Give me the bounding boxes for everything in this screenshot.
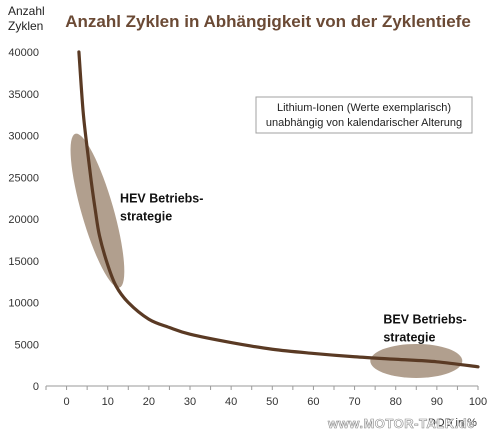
x-tick-label: 0 xyxy=(64,396,70,408)
annotation-1-line-0: BEV Betriebs- xyxy=(383,312,466,326)
x-tick-label: 30 xyxy=(184,396,196,408)
y-tick-label: 5000 xyxy=(15,339,39,351)
y-axis-label-line1: Anzahl xyxy=(8,4,45,18)
x-tick-label: 10 xyxy=(102,396,114,408)
note-line2: unabhängig von kalendarischer Alterung xyxy=(266,117,462,129)
watermark: www.MOTOR-TALK.de xyxy=(327,416,475,431)
y-tick-label: 15000 xyxy=(8,256,39,268)
y-tick-label: 0 xyxy=(33,381,39,393)
x-ticks xyxy=(45,386,479,390)
annotation-0-line-0: HEV Betriebs- xyxy=(120,191,203,205)
annotations: HEV Betriebs-strategie BEV Betriebs-strat… xyxy=(120,191,467,344)
y-tick-label: 30000 xyxy=(8,131,39,143)
note-line1: Lithium-Ionen (Werte exemplarisch) xyxy=(277,102,451,114)
x-tick-label: 20 xyxy=(143,396,155,408)
x-tick-labels: 0 10 20 30 40 50 60 70 80 90 100 xyxy=(64,396,488,408)
x-tick-label: 80 xyxy=(390,396,402,408)
highlight-ellipse-hev xyxy=(70,133,125,288)
x-tick-label: 50 xyxy=(266,396,278,408)
x-tick-label: 70 xyxy=(348,396,360,408)
y-axis-label-line2: Zyklen xyxy=(8,19,43,33)
x-tick-label: 40 xyxy=(225,396,237,408)
y-tick-label: 25000 xyxy=(8,172,39,184)
x-axis-label: DOD in % xyxy=(428,417,477,429)
series-line xyxy=(77,50,480,369)
annotation-0-line-1: strategie xyxy=(120,209,172,223)
y-tick-label: 20000 xyxy=(8,214,39,226)
annotation-1-line-1: strategie xyxy=(383,330,435,344)
y-tick-label: 35000 xyxy=(8,89,39,101)
x-tick-label: 100 xyxy=(469,396,487,408)
y-tick-label: 40000 xyxy=(8,47,39,59)
y-tick-label: 10000 xyxy=(8,298,39,310)
x-tick-label: 90 xyxy=(431,396,443,408)
y-tick-labels: 0 5000 10000 15000 20000 25000 30000 35000 40000 xyxy=(8,47,39,393)
x-tick-label: 60 xyxy=(307,396,319,408)
note-box: Lithium-Ionen (Werte exemplarisch) unabh… xyxy=(255,96,473,134)
chart-title: Anzahl Zyklen in Abhängigkeit von der Zy… xyxy=(65,12,471,31)
